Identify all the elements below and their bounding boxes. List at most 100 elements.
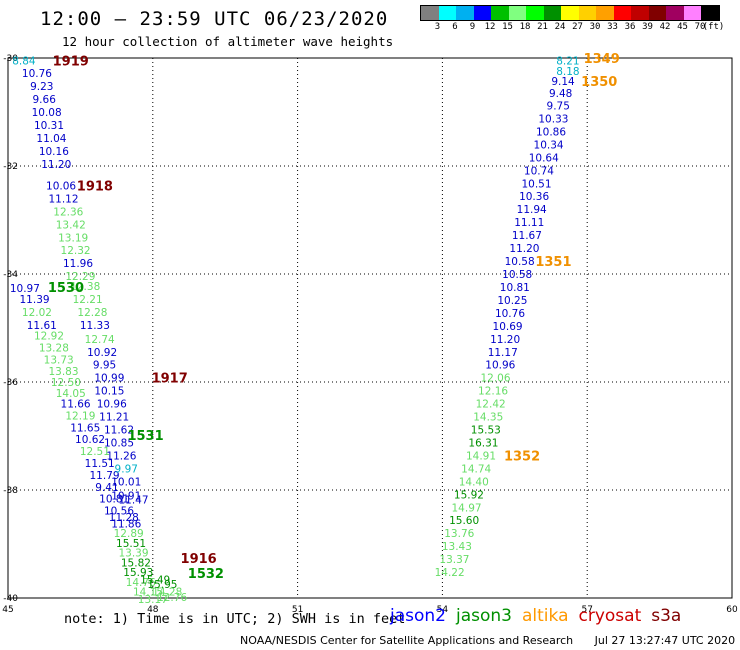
color-scale-label: 6	[452, 22, 458, 32]
color-scale-bar	[420, 5, 720, 21]
wave-height-label: 11.65	[70, 422, 100, 434]
x-tick-label: 48	[147, 605, 159, 615]
wave-height-label: 10.36	[519, 191, 549, 203]
wave-height-label: 12.19	[65, 410, 95, 422]
wave-height-label: 11.66	[61, 399, 91, 411]
wave-height-label: 13.43	[442, 541, 472, 553]
wave-height-label: 11.86	[111, 518, 141, 530]
wave-height-label: 10.76	[22, 68, 52, 80]
footer-bar: NOAA/NESDIS Center for Satellite Applica…	[240, 634, 735, 647]
wave-height-label: 12.06	[480, 373, 510, 385]
wave-height-label: 10.85	[104, 437, 134, 449]
color-swatch	[543, 6, 561, 20]
wave-height-label: 14.22	[435, 567, 465, 579]
color-swatch	[578, 6, 596, 20]
y-tick-label: -40	[3, 594, 18, 604]
wave-height-label: 10.01	[111, 476, 141, 488]
wave-height-label: 10.96	[485, 360, 515, 372]
wave-height-label: 11.39	[20, 294, 50, 306]
wave-height-label: 14.15	[133, 587, 163, 599]
wave-height-label: 12.16	[478, 386, 508, 398]
x-tick-label: 45	[2, 605, 13, 615]
wave-height-label: 12.92	[34, 331, 64, 343]
wave-height-label: 10.56	[104, 506, 134, 518]
pass-number-label: 1349	[584, 52, 620, 67]
pass-number-label: 1916	[181, 552, 217, 567]
y-tick-label: -34	[3, 270, 18, 280]
wave-height-label: 11.21	[99, 412, 129, 424]
color-scale-label: 70	[694, 22, 706, 32]
wave-height-label: 10.15	[94, 386, 124, 398]
wave-height-label: 8.84	[12, 56, 36, 68]
color-scale-label: 27	[572, 22, 583, 32]
wave-height-label: 10.08	[32, 107, 62, 119]
wave-height-label: 11.47	[118, 495, 148, 507]
wave-height-label: 11.33	[80, 320, 110, 332]
timestamp-text: Jul 27 13:27:47 UTC 2020	[594, 634, 736, 647]
wave-height-label: 12.38	[70, 281, 100, 293]
wave-height-label: 10.92	[87, 347, 117, 359]
x-tick-label: 60	[726, 605, 738, 615]
color-scale-label: 36	[624, 22, 636, 32]
wave-height-label: 10.81	[500, 282, 530, 294]
wave-height-label: 13.28	[39, 342, 69, 354]
wave-height-label: 8.21	[556, 56, 579, 68]
wave-height-label: 15.49	[140, 575, 170, 587]
wave-height-label: 13.17	[138, 594, 168, 606]
x-tick-label: 51	[292, 605, 303, 615]
wave-height-label: 9.97	[115, 463, 138, 475]
wave-height-label: 9.14	[551, 76, 575, 88]
wave-height-label: 10.76	[495, 308, 525, 320]
wave-height-label: 10.33	[538, 113, 568, 125]
wave-height-label: 9.23	[30, 81, 53, 93]
wave-height-label: 10.51	[521, 178, 551, 190]
wave-height-label: 14.74	[461, 463, 491, 475]
wave-height-label: 14.40	[459, 476, 489, 488]
color-swatch	[648, 6, 666, 20]
wave-height-label: 10.97	[10, 283, 40, 295]
wave-height-label: 11.79	[90, 470, 120, 482]
wave-height-label: 11.51	[85, 458, 115, 470]
wave-height-label: 13.73	[44, 354, 74, 366]
pass-number-label: 1532	[188, 567, 224, 582]
wave-height-label: 14.97	[452, 502, 482, 514]
wave-height-label: 12.50	[51, 377, 81, 389]
satellite-legend-item: jason2	[390, 606, 446, 626]
wave-height-label: 10.16	[39, 146, 69, 158]
wave-height-label: 11.26	[106, 450, 136, 462]
wave-height-label: 12.74	[85, 334, 115, 346]
wave-height-label: 12.36	[53, 206, 83, 218]
color-swatch	[613, 6, 631, 20]
wave-height-label: 16.31	[468, 437, 498, 449]
wave-height-label: 10.31	[34, 120, 64, 132]
wave-height-label: 12.28	[77, 307, 107, 319]
wave-height-label: 12.32	[61, 245, 91, 257]
wave-height-label: 15.51	[116, 538, 146, 550]
color-scale-label: 30	[589, 22, 601, 32]
wave-height-label: 10.74	[524, 165, 554, 177]
wave-height-label: 10.69	[493, 321, 523, 333]
color-swatch	[596, 6, 614, 20]
wave-height-label: 8.18	[556, 66, 579, 78]
chart-title: 12:00 – 23:59 UTC 06/23/2020	[40, 8, 389, 30]
y-tick-label: -38	[3, 486, 18, 496]
wave-height-label: 11.11	[514, 217, 544, 229]
units-note: note: 1) Time is in UTC; 2) SWH is in fe…	[64, 611, 406, 627]
wave-height-label: 12.42	[476, 399, 506, 411]
color-scale-label: 33	[607, 22, 618, 32]
color-swatch	[473, 6, 491, 20]
color-scale-label: 18	[519, 22, 531, 32]
pass-number-label: 1531	[127, 429, 163, 444]
color-swatch	[683, 6, 701, 20]
satellite-legend-item: altika	[522, 606, 569, 626]
wave-height-label: 11.04	[36, 133, 66, 145]
color-swatch	[491, 6, 509, 20]
wave-height-label: 11.62	[104, 425, 134, 437]
color-swatch	[438, 6, 456, 20]
wave-height-label: 15.93	[123, 567, 153, 579]
y-tick-label: -32	[3, 162, 18, 172]
chart-subtitle: 12 hour collection of altimeter wave hei…	[62, 34, 394, 49]
wave-height-label: 11.96	[63, 258, 93, 270]
wave-height-label: 13.39	[118, 548, 148, 560]
